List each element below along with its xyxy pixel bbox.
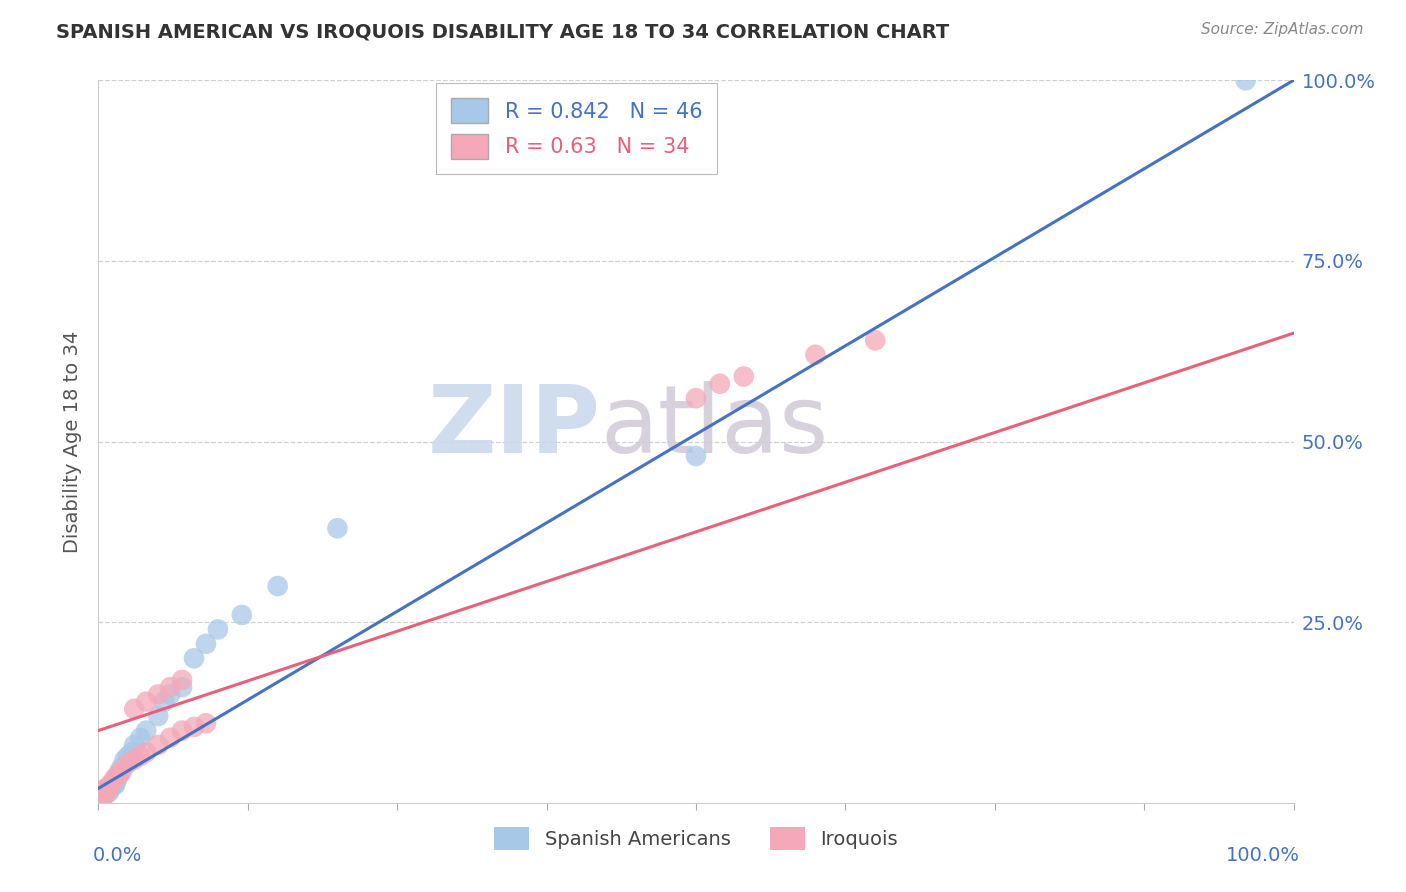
Y-axis label: Disability Age 18 to 34: Disability Age 18 to 34 [63,330,82,553]
Point [159,731,181,745]
Point [98,778,122,792]
Point [94,781,117,796]
Point [97,781,120,796]
Text: 100.0%: 100.0% [1226,847,1299,865]
Point [91,785,114,799]
Point [90,790,112,805]
Point [183,720,205,734]
Point [105,774,128,789]
Point [148,687,170,701]
Point [129,748,152,763]
Text: 0.0%: 0.0% [93,847,142,865]
Point [91,789,114,803]
Point [267,579,290,593]
Text: ZIP: ZIP [427,381,600,473]
Point [108,767,131,781]
Point [153,695,176,709]
Point [101,778,124,792]
Point [135,723,157,738]
Point [129,731,152,745]
Point [107,767,129,781]
Point [172,723,194,738]
Point [114,752,136,766]
Point [159,680,181,694]
Point [121,745,143,759]
Point [98,781,122,796]
Point [124,752,146,766]
Point [91,789,114,803]
Point [172,673,194,687]
Point [97,782,120,797]
Point [91,787,114,801]
Point [98,781,121,796]
Point [231,607,253,622]
Point [94,785,117,799]
Point [148,709,170,723]
Point [326,521,349,535]
Point [159,687,181,701]
Point [97,781,120,796]
Point [111,760,134,774]
Point [98,785,121,799]
Point [183,651,205,665]
Point [117,748,139,763]
Point [207,623,229,637]
Point [91,787,114,801]
Point [96,782,118,797]
Point [100,780,122,794]
Text: atlas: atlas [600,381,828,473]
Point [804,348,827,362]
Point [685,391,707,405]
Point [93,789,115,803]
Point [90,789,112,803]
Point [195,716,218,731]
Point [104,778,127,792]
Point [148,738,170,752]
Point [94,787,117,801]
Point [104,771,127,785]
Point [96,785,118,799]
Point [98,780,121,794]
Point [865,334,887,348]
Point [124,738,146,752]
Point [93,789,115,803]
Point [172,680,194,694]
Point [93,782,115,797]
Point [117,756,139,770]
Point [93,787,115,801]
Legend: Spanish Americans, Iroquois: Spanish Americans, Iroquois [486,819,905,858]
Point [96,785,118,799]
Point [1234,73,1257,87]
Point [733,369,755,384]
Point [98,780,122,794]
Point [135,695,157,709]
Point [101,774,124,789]
Point [108,764,131,778]
Text: SPANISH AMERICAN VS IROQUOIS DISABILITY AGE 18 TO 34 CORRELATION CHART: SPANISH AMERICAN VS IROQUOIS DISABILITY … [56,22,949,41]
Point [107,771,129,785]
Point [685,449,707,463]
Point [124,702,146,716]
Point [195,637,218,651]
Point [709,376,731,391]
Point [103,778,125,792]
Point [135,745,157,759]
Point [93,785,115,799]
Point [111,764,134,778]
Text: Source: ZipAtlas.com: Source: ZipAtlas.com [1201,22,1364,37]
Point [91,789,114,803]
Point [89,792,111,806]
Point [107,768,129,782]
